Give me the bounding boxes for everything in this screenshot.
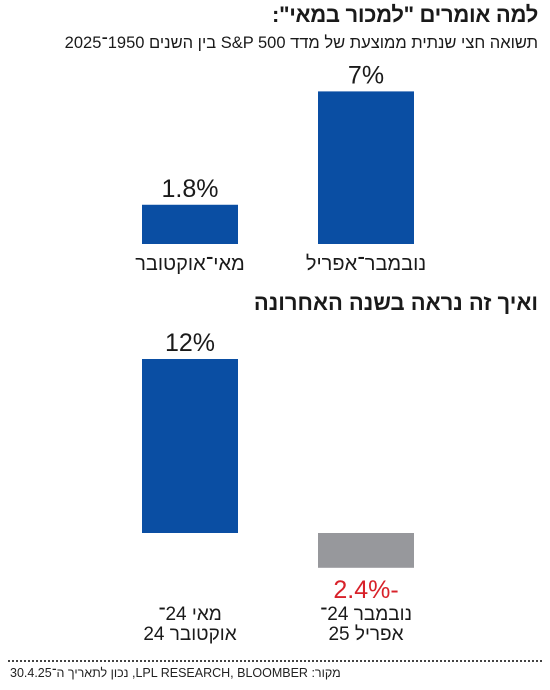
bar-2-2 xyxy=(318,533,414,568)
source-divider xyxy=(8,660,542,662)
chart-title: למה אומרים "למכור במאי": xyxy=(272,2,538,27)
source-note: מקור: LPL RESEARCH, BLOOMBER, נכון לתארי… xyxy=(10,666,341,680)
value-label-2-2: -2.4% xyxy=(333,576,398,604)
chart-subtitle: תשואה חצי שנתית ממוצעת של מדד S&P 500 בי… xyxy=(64,34,538,52)
value-label-2-1: 12% xyxy=(165,329,215,357)
category-label-1-2: נובמבר־אפריל xyxy=(306,253,426,275)
bar-1-1 xyxy=(142,204,238,244)
bar-2-1 xyxy=(142,359,238,533)
category-label-2-2-line-1: נובמבר 24־ xyxy=(320,604,412,625)
category-label-2-1-line-2: אוקטובר 24 xyxy=(143,624,236,645)
category-label-1-1: מאי־אוקטובר xyxy=(135,253,245,275)
category-label-2-1-line-1: מאי 24־ xyxy=(158,604,222,625)
section2-title: ואיך זה נראה בשנה האחרונה xyxy=(253,290,538,315)
bar-1-2 xyxy=(318,91,414,245)
value-label-1-2: 7% xyxy=(348,61,384,89)
category-label-2-2-line-2: אפריל 25 xyxy=(328,624,403,645)
value-label-1-1: 1.8% xyxy=(162,175,219,203)
